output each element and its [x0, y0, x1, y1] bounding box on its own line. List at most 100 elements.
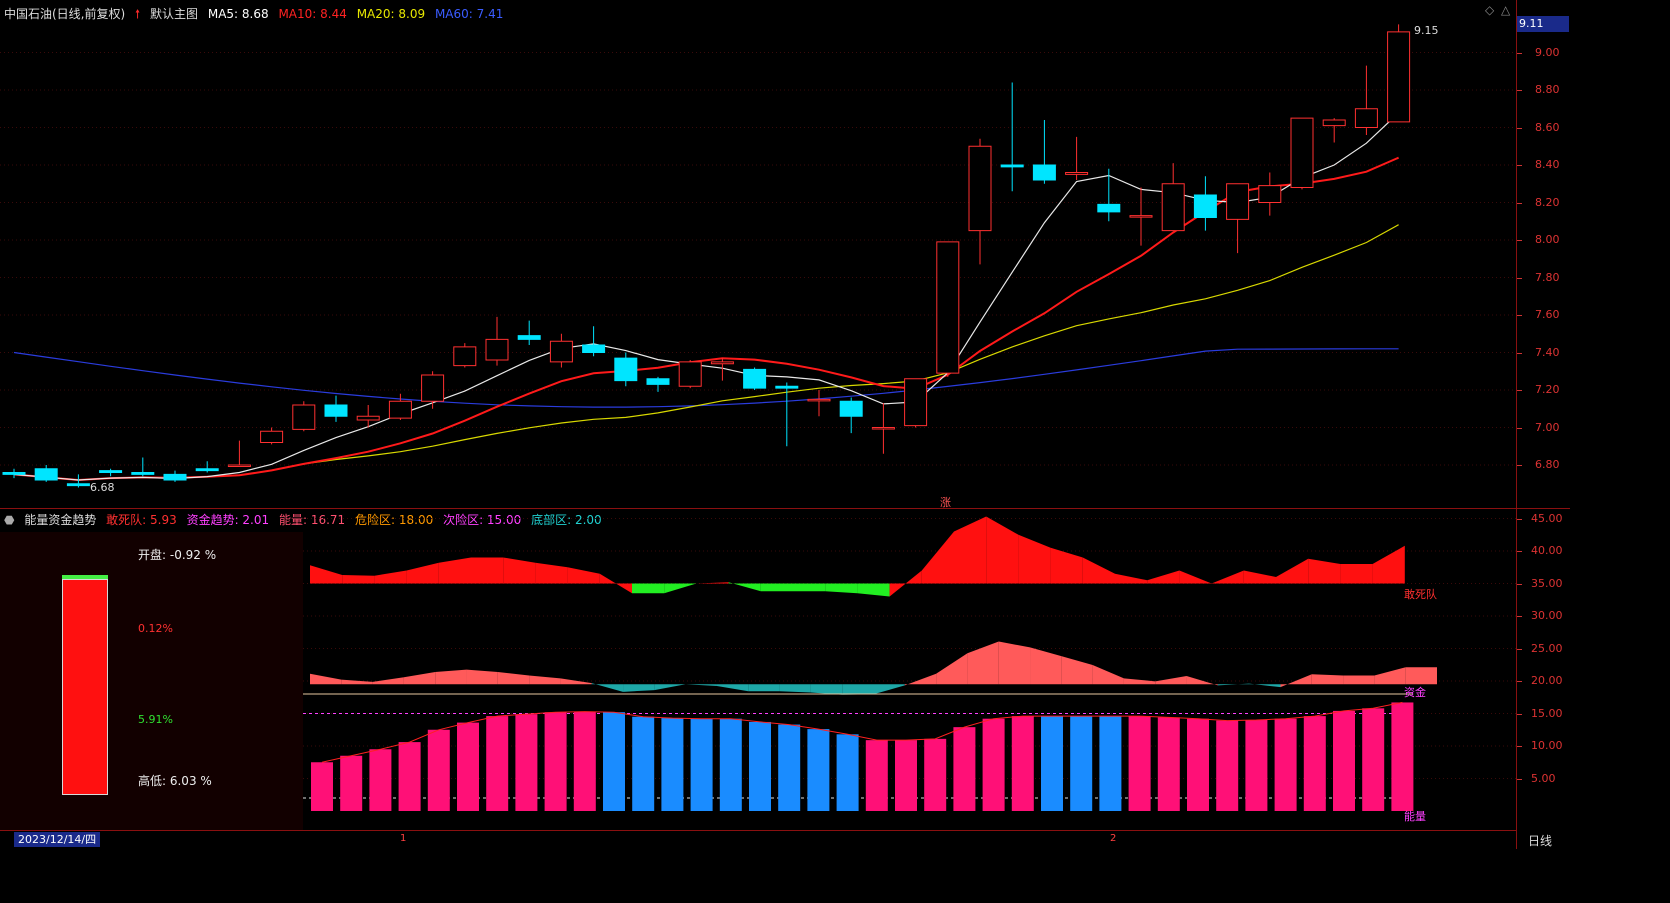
candle-up	[421, 374, 445, 402]
energy-bar	[369, 749, 392, 811]
gansi-area-negative	[728, 582, 761, 592]
indicator-menu-icon[interactable]: ⬣	[4, 513, 15, 527]
indicator-tick: 25.00	[1531, 641, 1563, 655]
candle-down	[1000, 164, 1024, 168]
chart-template-label[interactable]: 默认主图	[150, 7, 199, 21]
indicator-tick-mark	[1517, 583, 1522, 585]
price-tick: 8.60	[1535, 120, 1560, 134]
price-tick: 9.00	[1535, 45, 1560, 59]
candlestick-chart[interactable]	[0, 0, 1516, 508]
price-tick-mark	[1517, 390, 1522, 391]
price-tick-mark	[1517, 165, 1522, 166]
price-tick: 7.40	[1535, 345, 1560, 359]
price-axis[interactable]: 9.11 9.00 8.80 8.60 8.40 8.20 8.00 7.80 7.60 7.4…	[1517, 0, 1570, 509]
price-tick-mark	[1517, 240, 1522, 241]
gansi-area-negative	[793, 583, 826, 592]
indicator-tick-mark	[1517, 713, 1522, 715]
month-marker-2: 2	[1110, 833, 1117, 844]
gansi-area-positive	[1211, 570, 1244, 584]
period-label[interactable]: 日线	[1528, 834, 1553, 848]
indicator-tick-mark	[1517, 518, 1522, 520]
zijin-area-negative	[716, 684, 749, 692]
gansi-area-positive	[374, 570, 407, 584]
zijin-area-positive	[560, 678, 592, 685]
candle-up	[1065, 172, 1089, 175]
gansi-area-negative	[664, 583, 697, 594]
gansi-area-negative	[760, 583, 793, 592]
energy-bar	[1099, 716, 1122, 811]
zijin-area-negative	[1217, 683, 1250, 686]
diamond-icon[interactable]: ◇	[1485, 3, 1495, 17]
gansi-area-positive	[471, 557, 504, 584]
gansi-value: 敢死队: 5.93	[106, 513, 177, 527]
gansi-area-positive	[889, 570, 922, 597]
candle-down	[195, 468, 219, 472]
zijin-area-negative	[1249, 683, 1281, 688]
indicator-chart[interactable]	[0, 509, 1516, 830]
gansi-area-positive	[986, 516, 1019, 584]
candle-up	[1322, 119, 1346, 127]
price-tick: 8.40	[1535, 158, 1560, 171]
energy-bar	[1333, 710, 1355, 811]
ma10-line	[13, 156, 1399, 482]
indicator-tick-mark	[1517, 746, 1522, 747]
candle-down	[2, 472, 26, 475]
candle-up	[453, 346, 477, 367]
candle-up	[1161, 183, 1185, 232]
indicator-panel[interactable]: ⬣ 能量资金趋势 敢死队: 5.93 资金趋势: 2.01 能量: 16.71 …	[0, 509, 1517, 830]
candle-up	[1354, 108, 1378, 128]
open-label: 开盘: -0.92 %	[138, 548, 217, 562]
candle-up	[1387, 31, 1411, 123]
energy-bar	[457, 722, 479, 811]
candle-up	[356, 415, 380, 421]
gansi-area-positive	[1340, 564, 1373, 584]
zijin-area-positive	[1311, 674, 1344, 685]
candle-up	[292, 404, 316, 430]
stock-title[interactable]: 中国石油(日线,前复权)	[4, 7, 126, 21]
zijin-area-positive	[904, 673, 937, 686]
zijin-area-positive	[341, 679, 373, 685]
candle-down	[131, 472, 155, 475]
zijin-area-negative	[591, 683, 624, 692]
gansi-area-positive	[567, 567, 600, 584]
candle-up	[1226, 183, 1250, 220]
energy-bar	[1187, 718, 1209, 811]
gansi-area-positive	[1372, 545, 1405, 584]
candle-down	[1032, 164, 1056, 181]
gansi-area-positive	[599, 573, 632, 594]
zijin-area-positive	[1061, 656, 1093, 685]
indicator-tick: 40.00	[1531, 544, 1563, 557]
zijin-area-positive	[1092, 664, 1124, 685]
price-tick: 7.60	[1535, 308, 1560, 321]
energy-bar	[1070, 716, 1093, 811]
price-tick-mark	[1517, 127, 1522, 129]
time-axis[interactable]: 2023/12/14/四 1 2	[0, 830, 1517, 849]
indicator-tick: 30.00	[1531, 609, 1563, 622]
price-tick-mark	[1517, 427, 1522, 429]
gansi-area-negative	[857, 583, 890, 597]
price-tick: 7.00	[1535, 420, 1560, 434]
indicator-tick-mark	[1517, 681, 1522, 682]
indicator-axis[interactable]: 45.00 40.00 35.00 30.00 25.00 20.00 15.00 10.00…	[1517, 509, 1570, 830]
zijin-area-negative	[810, 684, 843, 695]
zijin-area-positive	[1155, 676, 1187, 685]
gansi-side-label: 敢死队	[1404, 588, 1437, 601]
energy-bar	[1391, 702, 1414, 811]
energy-bar	[311, 762, 333, 811]
indicator-tick: 35.00	[1531, 576, 1563, 590]
candle-up	[678, 361, 702, 387]
energy-bar	[953, 727, 976, 811]
nengliang-value: 能量: 16.71	[278, 513, 346, 527]
zijin-area-positive	[497, 671, 530, 685]
up-triangle-icon[interactable]: △	[1501, 3, 1511, 17]
price-tick-mark	[1517, 52, 1522, 54]
range-bar-cap	[62, 575, 108, 579]
candle-down	[1097, 203, 1121, 213]
main-chart-panel[interactable]: 中国石油(日线,前复权) 🠕 默认主图 MA5: 8.68 MA10: 8.44…	[0, 0, 1517, 509]
energy-bar	[515, 714, 538, 811]
gansi-area-positive	[696, 582, 729, 584]
gansi-area-positive	[310, 565, 343, 584]
energy-bar	[486, 716, 509, 811]
gansi-area-positive	[342, 575, 375, 584]
indicator-title[interactable]: 能量资金趋势	[24, 513, 97, 527]
